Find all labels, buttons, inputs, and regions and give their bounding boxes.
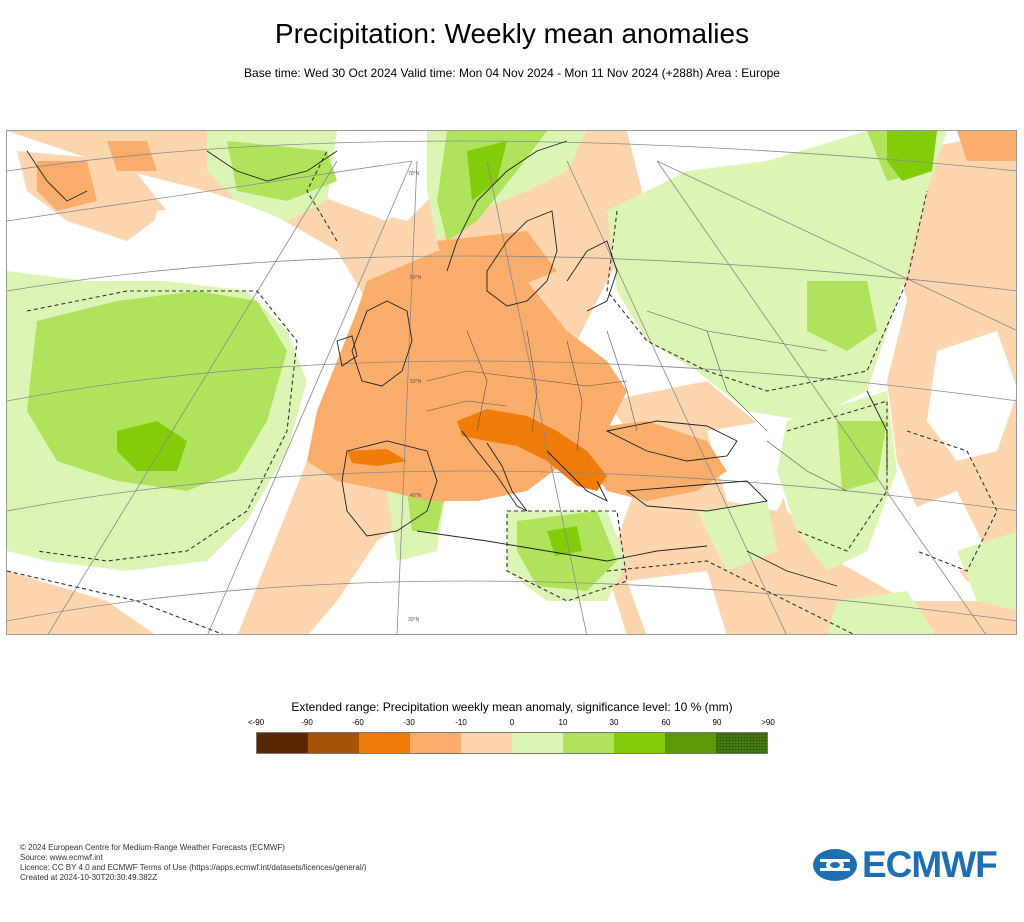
- legend-title: Extended range: Precipitation weekly mea…: [291, 700, 733, 714]
- ecmwf-logo-icon: [813, 849, 857, 881]
- lat-label-70: 70°N: [408, 171, 420, 177]
- footer-credits: © 2024 European Centre for Medium-Range …: [20, 843, 367, 883]
- legend-swatch: [716, 733, 767, 753]
- legend-swatch: [410, 733, 461, 753]
- legend-swatch: [563, 733, 614, 753]
- legend-tick: >90: [761, 718, 775, 727]
- legend-tick: 10: [558, 718, 568, 727]
- graticule: [7, 140, 1016, 634]
- moderate-dry-areas: [37, 131, 1016, 501]
- legend-swatch: [308, 733, 359, 753]
- significance-contours: [7, 150, 998, 634]
- legend-tick: 60: [661, 718, 671, 727]
- legend-swatch: [257, 733, 308, 753]
- ecmwf-logo-text: ECMWF: [862, 844, 998, 885]
- legend-tick: -30: [403, 718, 415, 727]
- legend-swatch: [512, 733, 563, 753]
- anomaly-map[interactable]: 70°N 60°N 50°N 40°N 30°N: [6, 130, 1017, 635]
- lat-labels: 70°N 60°N 50°N 40°N 30°N: [408, 171, 422, 623]
- lat-label-30: 30°N: [408, 617, 420, 623]
- legend-ticks: <-90 -90 -60 -30 -10 0 10 30 60 90 >90: [232, 718, 792, 730]
- legend-tick: <-90: [247, 718, 265, 727]
- legend-tick: -10: [455, 718, 467, 727]
- legend-tick: 30: [609, 718, 619, 727]
- legend-swatch: [461, 733, 512, 753]
- no-signal-areas: [7, 131, 1016, 634]
- legend-tick: 0: [509, 718, 515, 727]
- legend-tick: -90: [301, 718, 313, 727]
- footer-source: Source: www.ecmwf.int: [20, 853, 103, 862]
- borders: [426, 310, 848, 492]
- strong-wet-areas: [117, 131, 937, 556]
- legend-tick: 90: [712, 718, 722, 727]
- footer-copyright: © 2024 European Centre for Medium-Range …: [20, 843, 285, 852]
- coastlines: [26, 140, 888, 587]
- legend-swatch: [359, 733, 410, 753]
- legend-swatch: [665, 733, 716, 753]
- legend-colorbar: [256, 732, 768, 754]
- strong-dry-areas: [347, 409, 607, 491]
- legend-swatch: [614, 733, 665, 753]
- lat-label-40: 40°N: [410, 493, 422, 499]
- map-canvas: 70°N 60°N 50°N 40°N 30°N: [7, 131, 1016, 634]
- lat-label-60: 60°N: [410, 275, 422, 281]
- ecmwf-logo[interactable]: ECMWF: [812, 844, 1008, 885]
- chart-title: Precipitation: Weekly mean anomalies: [274, 18, 750, 49]
- chart-subtitle: Base time: Wed 30 Oct 2024 Valid time: M…: [244, 66, 780, 80]
- legend-tick: -60: [352, 718, 364, 727]
- footer-created: Created at 2024-10-30T20:30:49.382Z: [20, 873, 157, 882]
- lat-label-50: 50°N: [410, 379, 422, 385]
- footer-licence: Licence: CC BY 4.0 and ECMWF Terms of Us…: [20, 863, 367, 872]
